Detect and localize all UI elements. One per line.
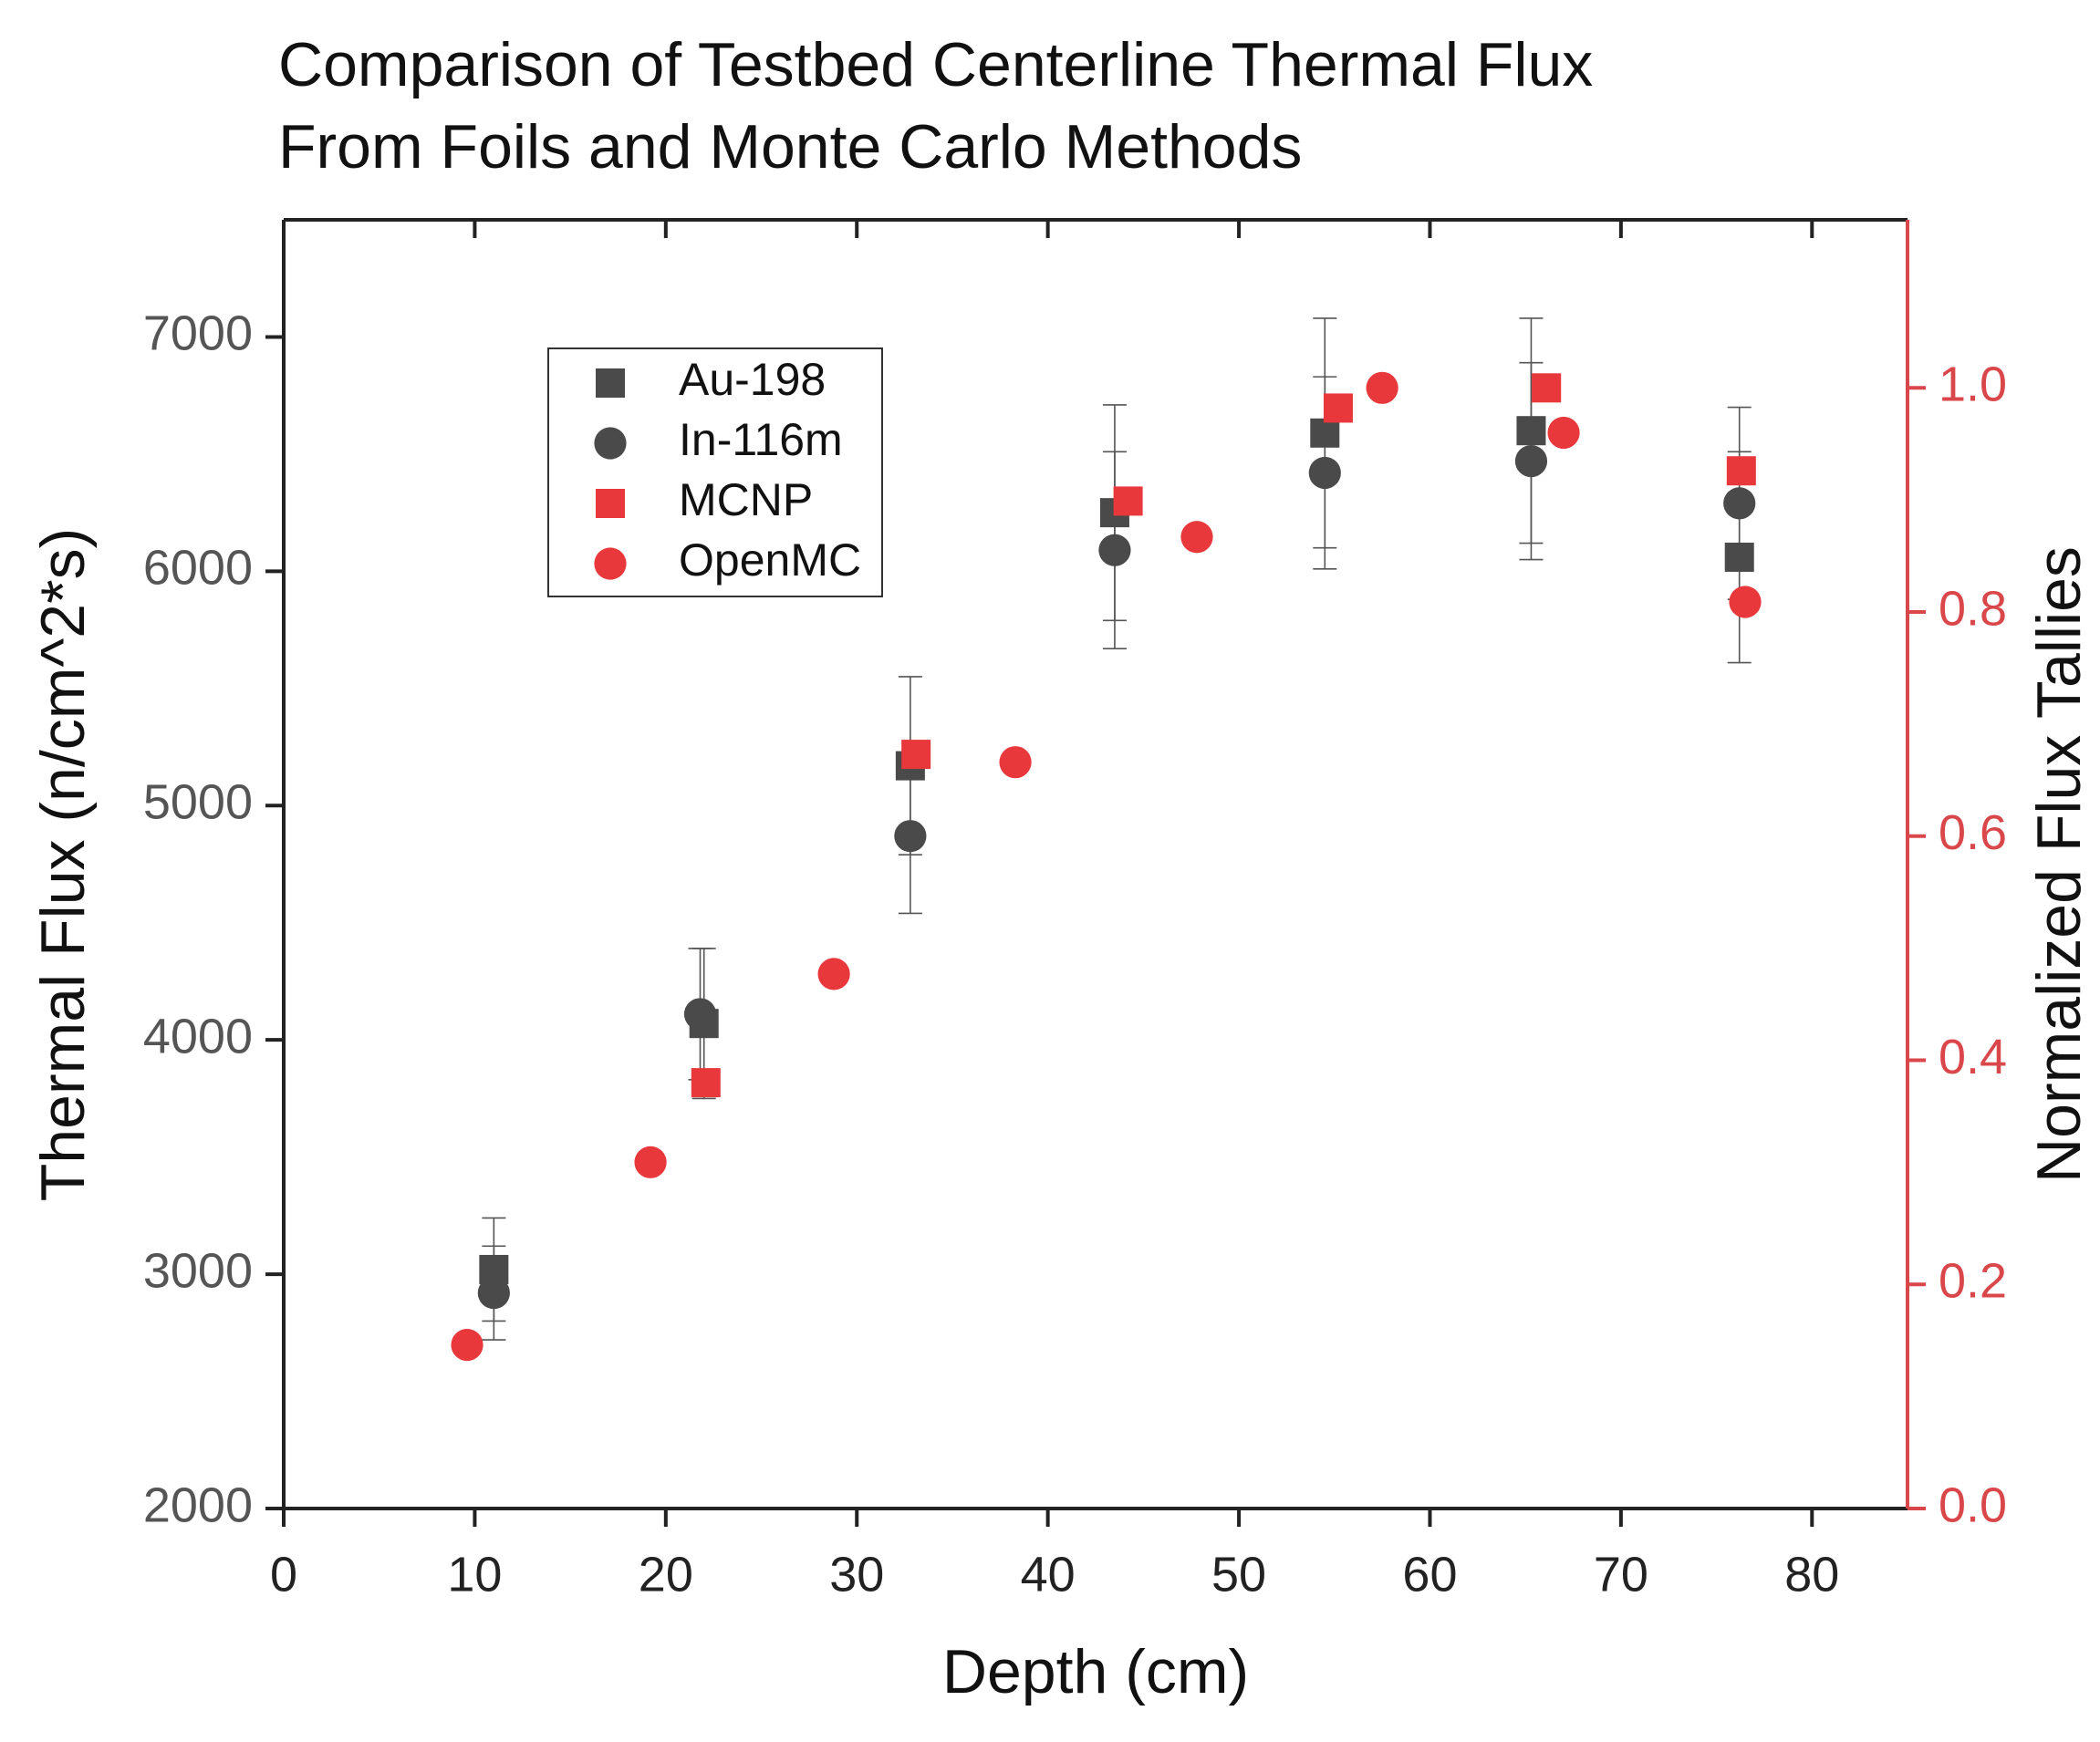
point [1729, 586, 1762, 618]
point [1308, 456, 1341, 490]
y2-tick-label: 0.8 [1939, 581, 2007, 636]
y2-axis-label: Normalized Flux Tallies [2024, 546, 2094, 1183]
y-tick-label: 3000 [143, 1243, 253, 1298]
legend-label: MCNP [679, 474, 813, 525]
legend-marker [594, 427, 627, 460]
y-tick-label: 7000 [143, 306, 253, 361]
y-tick-label: 4000 [143, 1009, 253, 1063]
point [1726, 456, 1756, 486]
point [1724, 542, 1754, 572]
point [894, 820, 927, 853]
legend-marker [596, 489, 625, 518]
x-tick-label: 10 [447, 1547, 502, 1602]
point [901, 740, 931, 770]
point [1366, 371, 1398, 404]
point [1180, 521, 1213, 554]
point [691, 1068, 721, 1098]
legend-label: In-116m [679, 414, 843, 465]
point [1723, 487, 1756, 520]
x-tick-label: 60 [1402, 1547, 1457, 1602]
point [1098, 534, 1131, 566]
y-tick-label: 2000 [143, 1478, 253, 1532]
point [1323, 393, 1353, 423]
y2-tick-label: 0.6 [1939, 805, 2007, 860]
point [999, 746, 1032, 779]
point [1532, 373, 1562, 403]
x-tick-label: 80 [1784, 1547, 1839, 1602]
y-tick-label: 6000 [143, 541, 253, 596]
point [451, 1329, 483, 1362]
y2-tick-label: 1.0 [1939, 358, 2007, 412]
legend-label: Au-198 [679, 354, 826, 405]
x-tick-label: 50 [1211, 1547, 1266, 1602]
chart-title: From Foils and Monte Carlo Methods [278, 112, 1302, 181]
legend-marker [596, 368, 625, 398]
point [817, 958, 850, 990]
x-axis-label: Depth (cm) [942, 1637, 1249, 1706]
x-tick-label: 70 [1594, 1547, 1648, 1602]
legend-label: OpenMC [679, 534, 861, 586]
point [1310, 418, 1340, 448]
chart-title: Comparison of Testbed Centerline Thermal… [278, 30, 1593, 99]
y-axis-label: Thermal Flux (n/cm^2*s) [28, 528, 98, 1201]
x-tick-label: 0 [270, 1547, 297, 1602]
y-tick-label: 5000 [143, 775, 253, 830]
point [634, 1146, 667, 1178]
point [1516, 416, 1546, 446]
x-tick-label: 40 [1021, 1547, 1076, 1602]
y2-tick-label: 0.4 [1939, 1030, 2007, 1084]
point [683, 998, 717, 1031]
point [1113, 486, 1143, 516]
point [477, 1277, 510, 1310]
y2-tick-label: 0.0 [1939, 1478, 2007, 1532]
y2-tick-label: 0.2 [1939, 1254, 2007, 1309]
point [1547, 416, 1580, 450]
x-tick-label: 30 [829, 1547, 884, 1602]
legend-marker [594, 547, 627, 580]
point [1514, 445, 1548, 478]
x-tick-label: 20 [639, 1547, 693, 1602]
